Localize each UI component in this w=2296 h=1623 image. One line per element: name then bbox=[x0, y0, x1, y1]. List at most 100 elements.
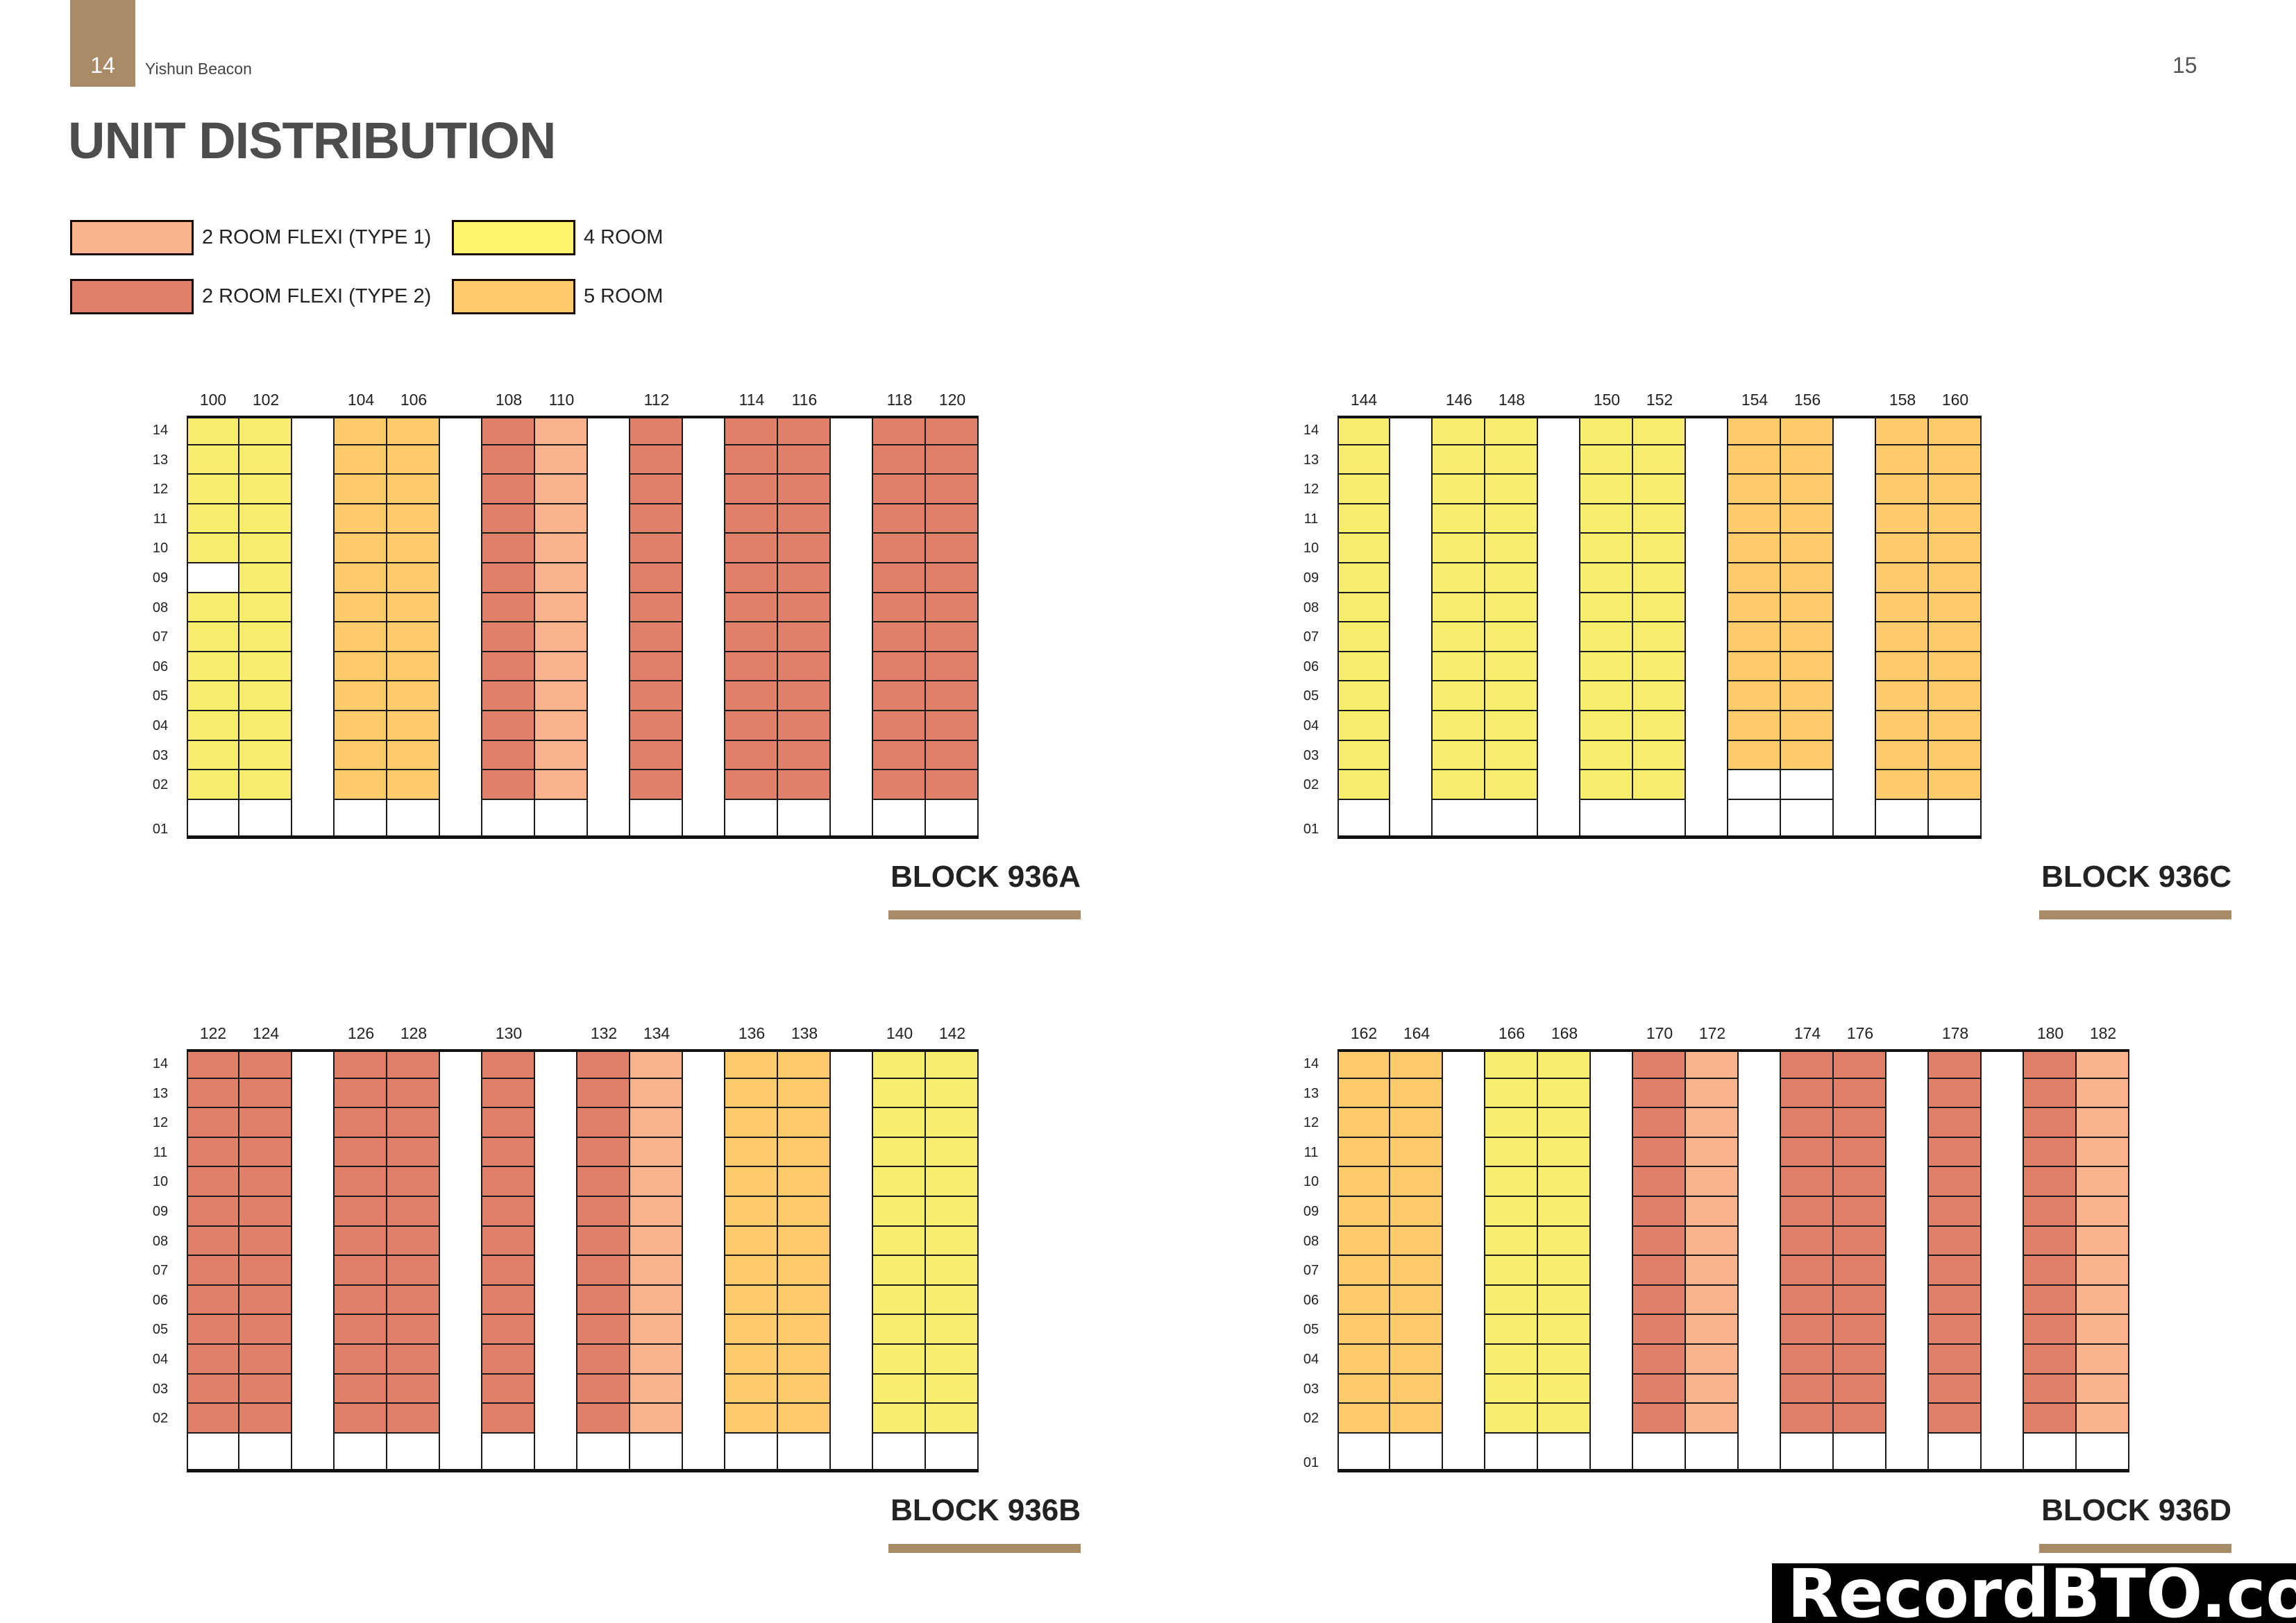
unit-cell bbox=[725, 1108, 778, 1138]
unit-cell bbox=[1781, 1108, 1834, 1138]
unit-cell bbox=[1433, 504, 1485, 534]
unit-cell bbox=[387, 563, 440, 593]
unit-cell bbox=[387, 475, 440, 504]
floor-label: 04 bbox=[152, 718, 169, 733]
unit-cell bbox=[577, 1404, 630, 1434]
floor-label: 06 bbox=[152, 658, 169, 674]
unit-cell bbox=[778, 1256, 831, 1286]
floor-label: 14 bbox=[1303, 1056, 1319, 1071]
legend-label: 4 ROOM bbox=[584, 226, 664, 248]
unit-cell bbox=[630, 1108, 683, 1138]
unit-cell bbox=[535, 652, 588, 682]
unit-cell bbox=[926, 1256, 979, 1286]
unit-cell bbox=[1485, 416, 1538, 445]
unit-cell bbox=[1929, 740, 1982, 771]
unit-cell bbox=[1580, 622, 1633, 652]
unit-cell bbox=[187, 770, 239, 800]
unit-cell bbox=[778, 1285, 831, 1316]
unit-cell bbox=[1929, 445, 1982, 475]
unit-cell bbox=[1834, 1167, 1886, 1197]
unit-cell bbox=[1929, 1049, 1982, 1079]
unit-cell bbox=[1876, 622, 1929, 652]
unit-cell bbox=[1686, 1315, 1739, 1345]
unit-cell bbox=[778, 1404, 831, 1434]
unit-cell bbox=[1337, 1078, 1390, 1109]
unit-cell bbox=[577, 1108, 630, 1138]
unit-cell bbox=[1433, 622, 1485, 652]
unit-cell bbox=[1686, 1256, 1739, 1286]
ground-floor-cell bbox=[1390, 1433, 1443, 1470]
unit-cell bbox=[2024, 1108, 2077, 1138]
unit-cell bbox=[1781, 1078, 1834, 1109]
unit-cell bbox=[1876, 711, 1929, 741]
unit-cell bbox=[725, 563, 778, 593]
ground-floor-cell bbox=[577, 1433, 630, 1470]
unit-cell bbox=[187, 1049, 239, 1079]
unit-cell bbox=[1433, 593, 1485, 623]
unit-cell bbox=[187, 1315, 239, 1345]
page-title: UNIT DISTRIBUTION bbox=[68, 112, 556, 169]
unit-cell bbox=[1686, 1049, 1739, 1079]
unit-cell bbox=[239, 445, 292, 475]
unit-cell bbox=[873, 1226, 926, 1257]
unit-cell bbox=[1728, 504, 1781, 534]
unit-cell bbox=[1876, 681, 1929, 711]
unit-cell bbox=[926, 1049, 979, 1079]
unit-cell bbox=[1485, 652, 1538, 682]
stairwell-gap bbox=[440, 1049, 482, 1470]
unit-cell bbox=[1485, 1049, 1538, 1079]
floor-label: 14 bbox=[152, 423, 169, 438]
unit-cell bbox=[725, 1315, 778, 1345]
unit-cell bbox=[335, 416, 387, 445]
unit-cell bbox=[482, 563, 535, 593]
unit-cell bbox=[577, 1137, 630, 1168]
unit-cell bbox=[873, 770, 926, 800]
unit-cell bbox=[1686, 1108, 1739, 1138]
ground-floor-cell bbox=[1728, 799, 1781, 837]
unit-cell bbox=[1485, 593, 1538, 623]
unit-cell bbox=[725, 681, 778, 711]
unit-cell bbox=[1929, 1345, 1982, 1375]
unit-cell bbox=[1728, 740, 1781, 771]
unit-cell bbox=[630, 1315, 683, 1345]
unit-cell bbox=[239, 740, 292, 771]
unit-cell bbox=[2077, 1226, 2129, 1257]
unit-cell bbox=[1337, 1285, 1390, 1316]
unit-cell bbox=[1633, 1108, 1686, 1138]
project-name: Yishun Beacon bbox=[145, 60, 252, 78]
ground-floor-cell bbox=[778, 1433, 831, 1470]
unit-cell bbox=[1485, 1256, 1538, 1286]
unit-cell bbox=[187, 1078, 239, 1109]
unit-cell bbox=[2024, 1404, 2077, 1434]
unit-number-label: 172 bbox=[1698, 1024, 1726, 1042]
unit-cell bbox=[926, 504, 979, 534]
legend-label: 2 ROOM FLEXI (TYPE 2) bbox=[202, 285, 432, 307]
ground-floor-cell bbox=[926, 799, 979, 837]
unit-cell bbox=[239, 1226, 292, 1257]
floor-label: 03 bbox=[152, 747, 169, 763]
unit-cell bbox=[1580, 593, 1633, 623]
unit-cell bbox=[1728, 652, 1781, 682]
unit-cell bbox=[1876, 475, 1929, 504]
unit-cell bbox=[482, 1374, 535, 1404]
unit-cell bbox=[1580, 740, 1633, 771]
unit-cell bbox=[1781, 770, 1834, 800]
unit-cell bbox=[1781, 1404, 1834, 1434]
unit-cell bbox=[873, 1404, 926, 1434]
unit-cell bbox=[1834, 1078, 1886, 1109]
unit-cell bbox=[1538, 1226, 1591, 1257]
unit-cell bbox=[926, 1197, 979, 1227]
ground-floor-cell bbox=[1686, 1433, 1739, 1470]
floor-label: 07 bbox=[152, 1263, 169, 1279]
unit-cell bbox=[926, 1345, 979, 1375]
unit-number-label: 134 bbox=[643, 1024, 670, 1042]
unit-cell bbox=[387, 652, 440, 682]
unit-cell bbox=[630, 1404, 683, 1434]
unit-cell bbox=[1633, 504, 1686, 534]
unit-cell bbox=[1580, 445, 1633, 475]
unit-cell bbox=[1929, 681, 1982, 711]
unit-cell bbox=[535, 770, 588, 800]
unit-cell bbox=[778, 1374, 831, 1404]
unit-cell bbox=[387, 445, 440, 475]
unit-cell bbox=[535, 711, 588, 741]
